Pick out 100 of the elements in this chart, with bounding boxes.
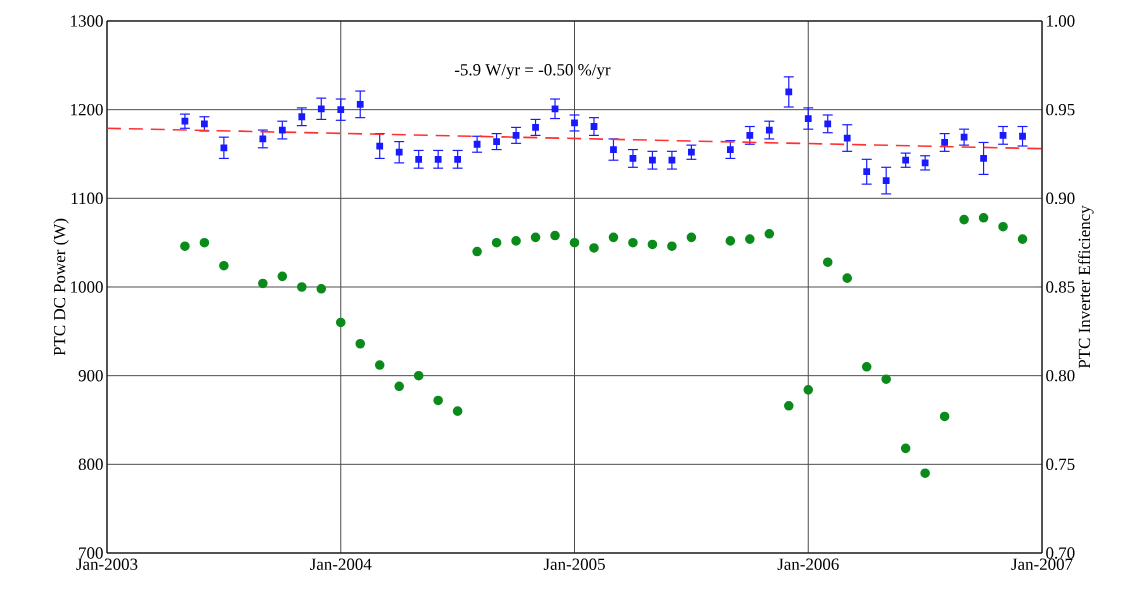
point xyxy=(571,119,578,127)
point xyxy=(258,278,268,289)
point xyxy=(1019,132,1026,140)
point xyxy=(608,232,619,243)
point xyxy=(843,134,851,142)
point xyxy=(1017,234,1028,244)
point xyxy=(376,142,384,150)
point xyxy=(550,230,560,241)
y-tick-label: 1000 xyxy=(71,281,103,293)
point xyxy=(589,243,599,253)
x-tick-label: Jan-2005 xyxy=(543,558,605,570)
point xyxy=(551,105,559,113)
annotation: -5.9 W/yr = -0.50 %/yr xyxy=(454,64,611,79)
x-tick-label: Jan-2006 xyxy=(777,558,839,570)
point xyxy=(784,401,794,411)
point xyxy=(317,105,325,113)
point xyxy=(473,140,481,148)
point xyxy=(415,155,423,163)
point xyxy=(355,338,366,349)
point xyxy=(610,146,617,153)
point xyxy=(259,135,267,143)
point xyxy=(785,88,793,96)
point xyxy=(278,126,286,134)
x-tick-label: Jan-2007 xyxy=(1011,558,1073,570)
point xyxy=(199,237,210,248)
point xyxy=(512,131,520,139)
point xyxy=(803,385,814,395)
point xyxy=(472,246,482,257)
point xyxy=(454,155,462,163)
y-tick-label: 900 xyxy=(78,369,103,382)
point xyxy=(881,374,891,384)
point xyxy=(960,133,968,141)
point xyxy=(590,123,598,130)
point xyxy=(649,156,656,164)
x-tick-label: Jan-2004 xyxy=(310,558,372,570)
point xyxy=(413,370,424,381)
point xyxy=(686,232,697,243)
y-tick-label: 700 xyxy=(79,547,103,559)
point xyxy=(511,236,521,246)
point xyxy=(394,381,404,392)
point xyxy=(277,271,288,282)
point xyxy=(900,443,911,454)
point xyxy=(746,131,754,139)
point xyxy=(939,411,950,422)
point xyxy=(335,317,346,328)
point xyxy=(181,117,189,125)
point xyxy=(452,406,463,416)
point xyxy=(491,237,502,248)
point xyxy=(180,241,190,251)
point xyxy=(764,229,775,239)
point xyxy=(337,106,345,114)
point xyxy=(219,260,229,271)
y-tick-label: 1300 xyxy=(71,15,103,27)
y-tick-label: 1100 xyxy=(71,192,103,205)
y2-tick-label: 0.95 xyxy=(1046,103,1075,116)
point xyxy=(298,113,306,121)
point xyxy=(356,100,364,108)
point xyxy=(882,177,890,184)
point xyxy=(726,146,734,153)
x-tick-label: Jan-2003 xyxy=(76,558,138,570)
point xyxy=(998,221,1008,232)
point xyxy=(667,241,677,251)
point xyxy=(863,168,871,176)
point xyxy=(532,124,539,131)
point xyxy=(842,273,853,283)
point xyxy=(530,232,541,243)
point xyxy=(395,148,403,156)
y2-tick-label: 0.75 xyxy=(1046,458,1075,471)
point xyxy=(824,120,832,128)
point xyxy=(822,257,833,267)
point xyxy=(980,155,987,162)
y2-tick-label: 0.80 xyxy=(1046,369,1075,382)
point xyxy=(434,155,442,163)
point xyxy=(628,237,638,248)
point xyxy=(647,239,658,250)
point xyxy=(201,120,208,128)
point xyxy=(921,159,929,167)
y2-tick-label: 0.90 xyxy=(1046,192,1075,205)
point xyxy=(433,395,443,406)
point xyxy=(668,156,676,164)
point xyxy=(745,234,755,244)
y2-tick-label: 0.85 xyxy=(1046,281,1075,293)
point xyxy=(316,283,327,294)
point xyxy=(297,282,307,292)
y2-tick-label: 1.00 xyxy=(1047,15,1075,27)
point xyxy=(220,144,228,152)
point xyxy=(804,115,812,122)
point xyxy=(941,139,949,146)
point xyxy=(569,237,580,248)
point xyxy=(725,236,736,246)
point xyxy=(902,156,910,164)
point xyxy=(861,362,872,372)
point xyxy=(959,214,969,225)
y2-tick-label: 0.70 xyxy=(1046,547,1075,559)
y-axis-title: PTC DC Power (W) xyxy=(53,218,69,356)
point xyxy=(978,213,989,223)
point xyxy=(765,126,773,134)
point xyxy=(688,148,695,156)
y-tick-label: 1200 xyxy=(71,103,103,116)
point xyxy=(629,155,637,162)
